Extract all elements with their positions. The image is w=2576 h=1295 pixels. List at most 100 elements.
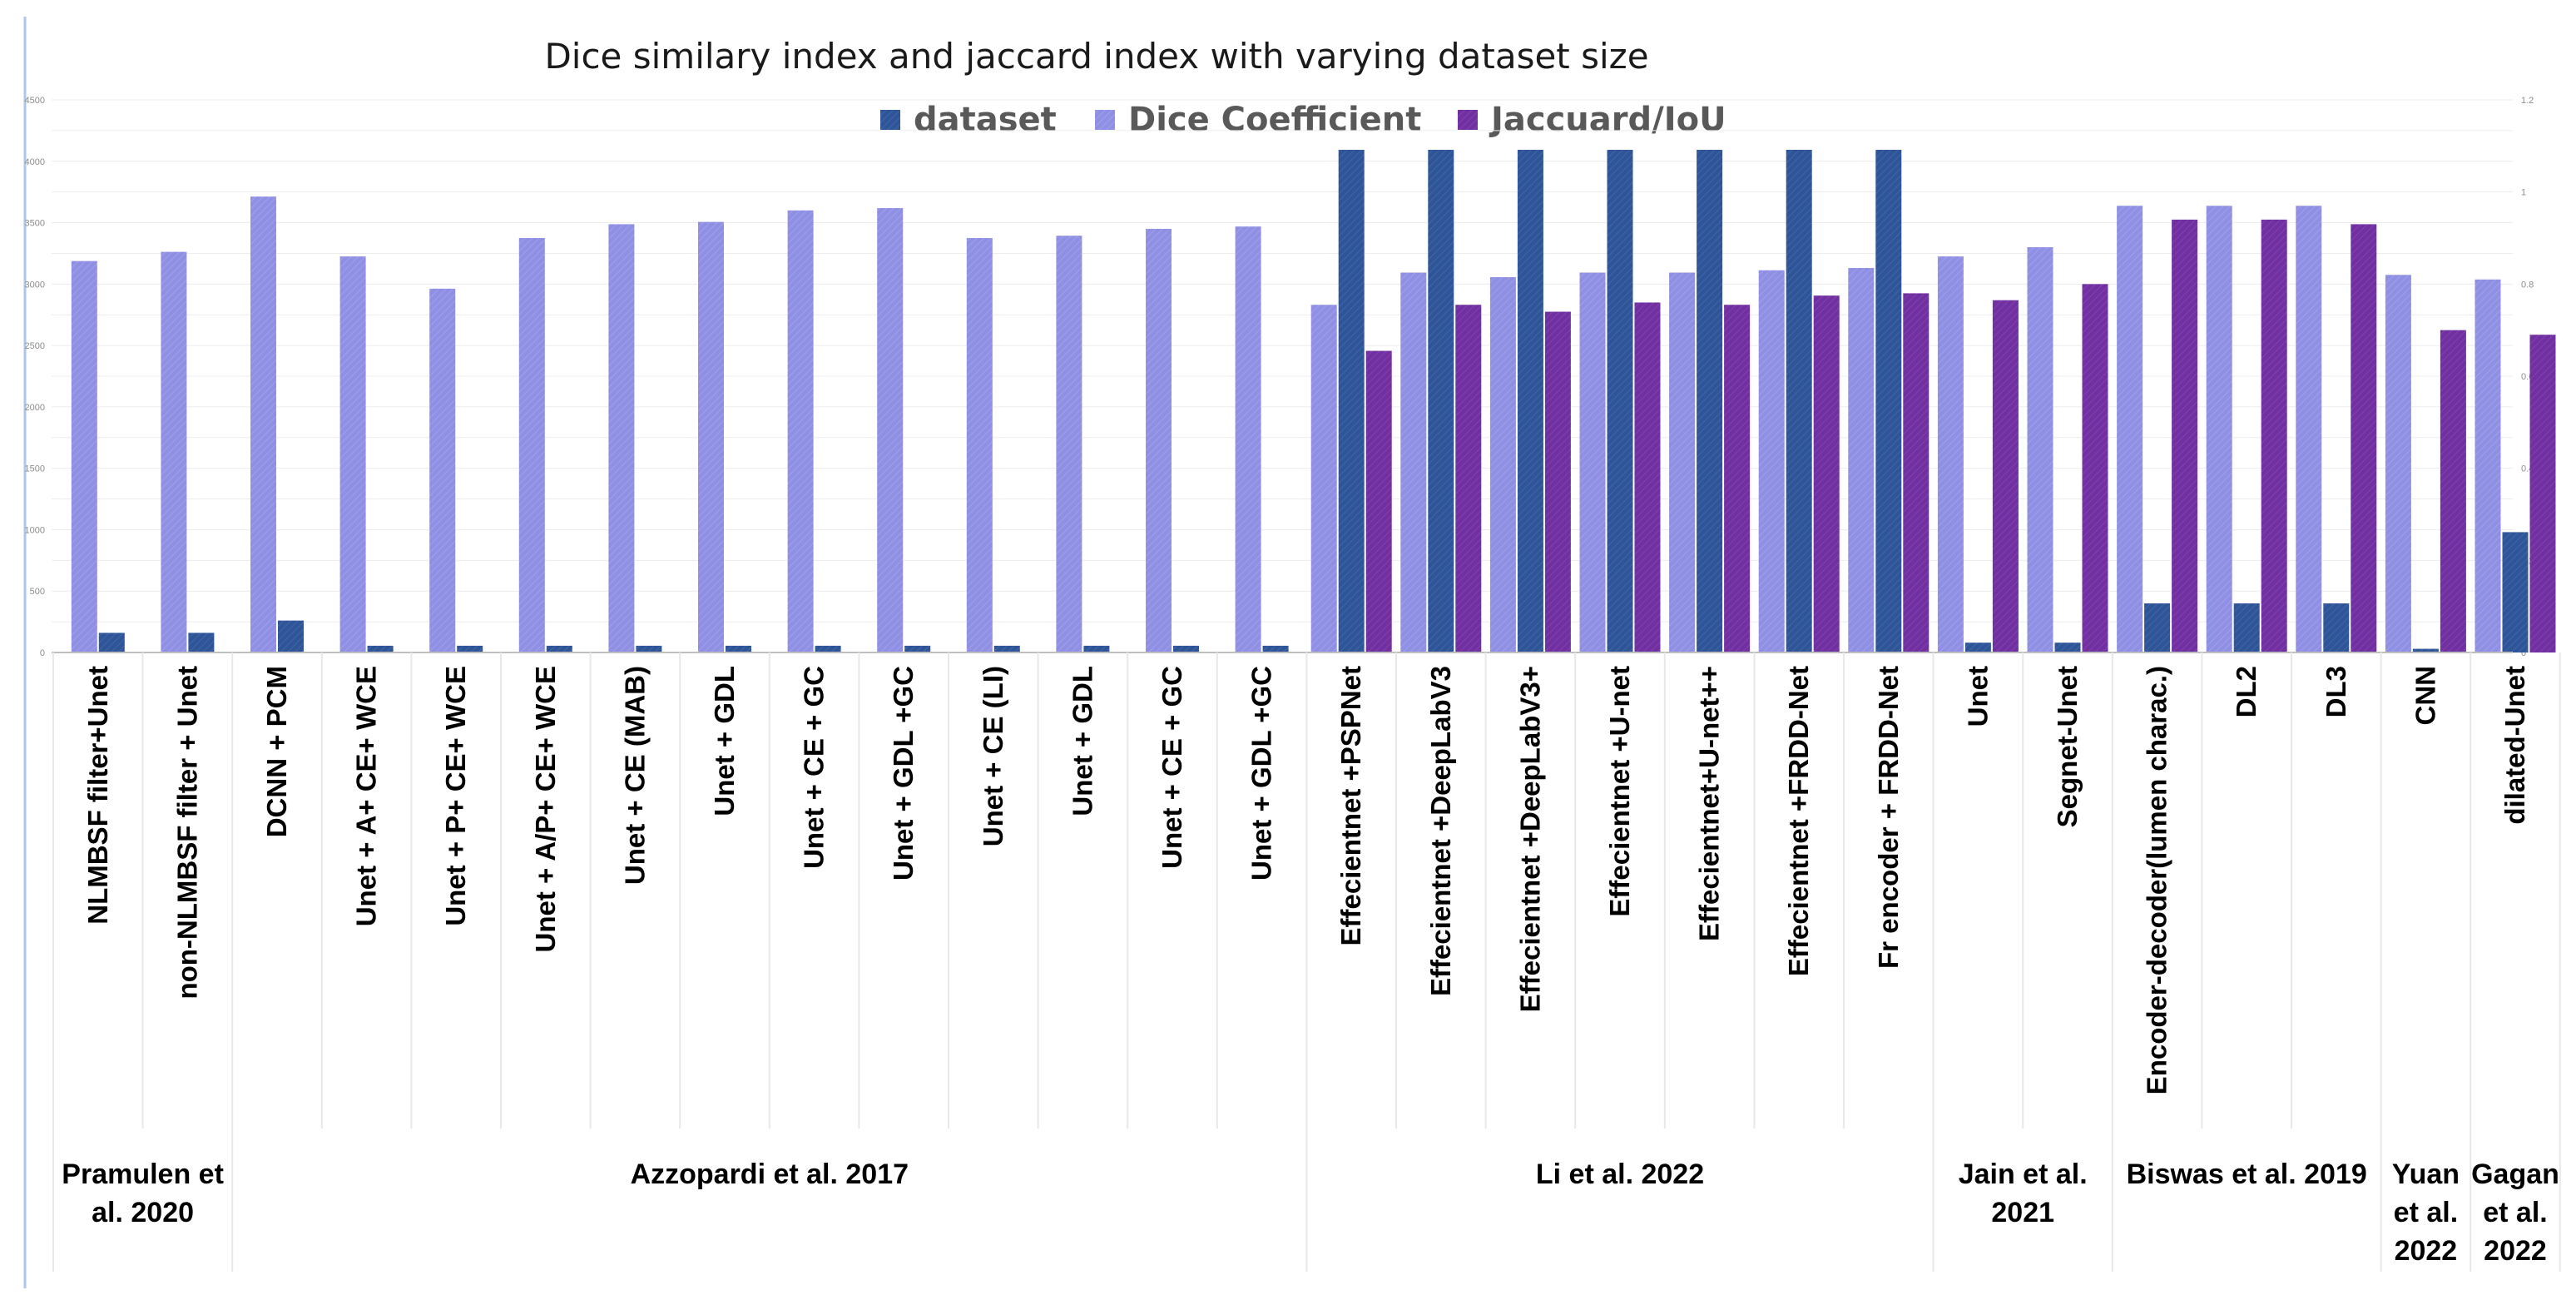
y-right-tick-label: 1: [2521, 188, 2526, 198]
bar-dataset-25: [2323, 603, 2350, 652]
bar-dice-coefficient-25: [2296, 206, 2322, 652]
legend-swatch-2: [1458, 110, 1478, 130]
bars: [52, 150, 2556, 653]
bar-dataset-15: [1428, 150, 1454, 652]
y-left-tick-label: 1500: [25, 464, 45, 474]
category-label: Unet + GDL +GC: [888, 666, 919, 881]
bar-dice-coefficient-2: [250, 196, 276, 652]
category-label: Effecientnet +DeepLabV3+: [1514, 666, 1545, 1012]
bar-dice-coefficient-10: [966, 238, 993, 652]
bar-jaccuard-iou-22: [2082, 284, 2108, 652]
category-label: Unet + A+ CE+ WCE: [351, 666, 382, 926]
bar-jaccuard-iou-18: [1724, 305, 1751, 652]
bar-dice-coefficient-6: [608, 224, 635, 652]
bar-dice-coefficient-3: [339, 256, 366, 652]
bar-dice-coefficient-26: [2385, 275, 2411, 652]
bar-dataset-18: [1697, 150, 1723, 652]
y-left-tick-label: 4500: [25, 96, 45, 106]
group-label: Li et al. 2022: [1536, 1159, 1704, 1190]
y-left-tick-label: 2500: [25, 341, 45, 351]
group-label: Gagan: [2471, 1159, 2559, 1190]
bar-dice-coefficient-5: [518, 238, 545, 652]
y-axis-left: 0 500 1000 1500 2000 2500 3000 3500 4000 4500: [25, 96, 45, 658]
group-label: et al.: [2483, 1197, 2547, 1228]
y-left-tick-label: 0: [40, 648, 45, 658]
bar-dataset-19: [1786, 150, 1812, 652]
legend: dataset Dice Coefficient Jaccuard/IoU: [880, 101, 1726, 139]
legend-label-1: Dice Coefficient: [1128, 101, 1421, 139]
category-label: Unet + GDL: [709, 666, 740, 816]
bar-dataset-11: [1083, 645, 1110, 652]
category-label: Unet + A/P+ CE+ WCE: [530, 666, 561, 952]
bar-jaccuard-iou-20: [1903, 293, 1930, 652]
bar-dataset-24: [2233, 603, 2260, 652]
chart-title: Dice similary index and jaccard index wi…: [544, 36, 1648, 77]
y-left-tick-label: 3000: [25, 280, 45, 290]
bar-dice-coefficient-24: [2206, 206, 2232, 652]
bar-dataset-26: [2412, 648, 2439, 652]
bar-jaccuard-iou-25: [2351, 224, 2377, 652]
bar-dataset-12: [1173, 645, 1199, 652]
group-label: 2022: [2395, 1235, 2458, 1267]
bar-dataset-9: [904, 645, 931, 652]
bar-dice-coefficient-21: [1937, 256, 1964, 652]
bar-dataset-0: [98, 633, 125, 652]
bar-jaccuard-iou-15: [1455, 305, 1482, 652]
bar-jaccuard-iou-23: [2172, 219, 2198, 652]
bar-dataset-6: [636, 645, 662, 652]
group-label: 2021: [1991, 1197, 2054, 1228]
bar-dice-coefficient-22: [2027, 247, 2053, 652]
y-left-tick-label: 1000: [25, 525, 45, 535]
category-label: Unet + GDL +GC: [1246, 666, 1277, 881]
bar-dataset-3: [367, 645, 394, 652]
category-label: DL3: [2321, 666, 2351, 717]
y-right-tick-label: 1.2: [2521, 96, 2534, 106]
bar-dice-coefficient-4: [429, 288, 456, 652]
category-label: Effecientnet+U-net++: [1694, 666, 1725, 941]
category-label: Unet + P+ CE+ WCE: [440, 666, 471, 926]
category-label: NLMBSF filter+Unet: [82, 666, 113, 925]
bar-dice-coefficient-27: [2474, 279, 2501, 652]
bar-dataset-23: [2144, 603, 2171, 652]
legend-swatch-1: [1095, 110, 1115, 130]
y-left-tick-label: 3500: [25, 219, 45, 229]
bar-dice-coefficient-23: [2117, 206, 2143, 652]
bar-jaccuard-iou-19: [1813, 295, 1840, 652]
category-label: Unet + CE (MAB): [619, 666, 650, 885]
bar-dice-coefficient-15: [1400, 272, 1427, 652]
bar-dice-coefficient-13: [1235, 226, 1261, 652]
bar-dice-coefficient-18: [1669, 272, 1696, 652]
legend-label-2: Jaccuard/IoU: [1489, 101, 1726, 139]
bar-dice-coefficient-12: [1146, 228, 1172, 652]
category-label: Unet + CE (LI): [978, 666, 1008, 846]
bar-dataset-7: [726, 645, 751, 652]
category-label: Unet + GDL: [1067, 666, 1097, 816]
y-right-tick-label: 0: [2521, 648, 2526, 658]
bar-dataset-21: [1964, 643, 1991, 652]
y-right-tick-label: 0.8: [2521, 280, 2534, 290]
bar-dataset-8: [815, 645, 841, 652]
bar-dice-coefficient-0: [71, 260, 97, 652]
category-table: NLMBSF filter+Unet non-NLMBSF filter + Un…: [52, 652, 2561, 1272]
category-label: DL2: [2231, 666, 2261, 717]
bar-jaccuard-iou-16: [1544, 311, 1571, 652]
bar-dice-coefficient-17: [1579, 272, 1606, 652]
bar-dice-coefficient-19: [1758, 270, 1785, 652]
group-label: 2022: [2484, 1235, 2547, 1267]
bar-dice-coefficient-9: [877, 208, 904, 653]
category-label: Effecientnet +DeepLabV3: [1425, 666, 1456, 996]
bar-dataset-16: [1517, 150, 1543, 652]
category-label: DCNN + PCM: [261, 666, 292, 837]
category-label: Effecientnet +FRDD-Net: [1783, 666, 1814, 976]
bar-dataset-27: [2502, 532, 2529, 652]
bar-dataset-5: [546, 645, 572, 652]
legend-swatch-0: [880, 110, 900, 130]
group-label: Biswas et al. 2019: [2127, 1159, 2367, 1190]
category-label: Unet + CE + GC: [799, 666, 830, 869]
category-label: Unet: [1962, 666, 1993, 727]
bar-jaccuard-iou-24: [2261, 219, 2287, 652]
bar-jaccuard-iou-27: [2529, 335, 2556, 652]
bar-dice-coefficient-20: [1848, 267, 1875, 652]
bar-dataset-4: [457, 645, 483, 652]
